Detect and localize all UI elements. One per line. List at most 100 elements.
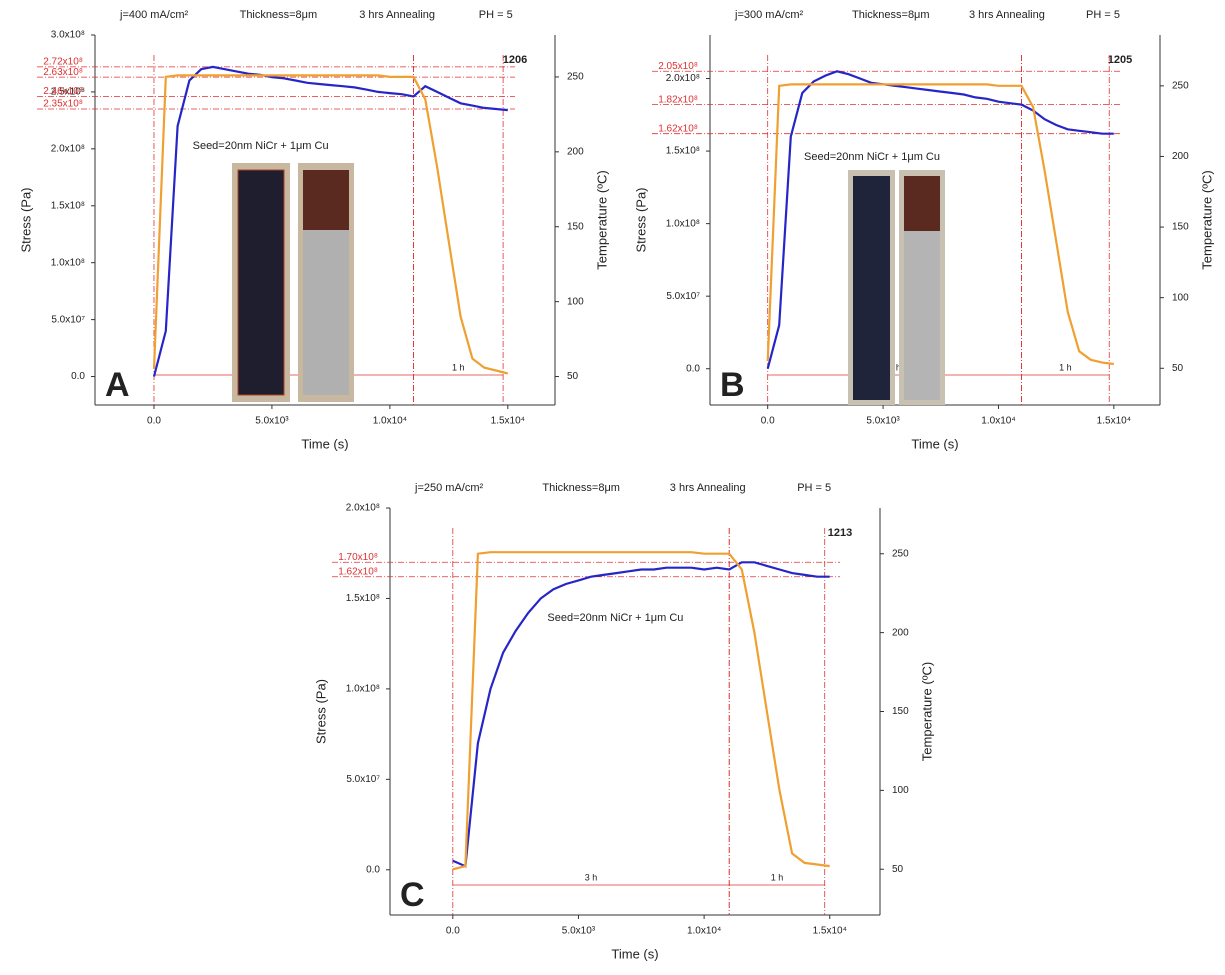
header-text: 3 hrs Annealing bbox=[969, 9, 1045, 21]
y-axis-label: Stress (Pa) bbox=[313, 679, 328, 744]
y-tick-label: 2.0x10⁸ bbox=[346, 503, 380, 514]
photo-sample bbox=[904, 176, 940, 231]
header-text: Thickness=8μm bbox=[542, 482, 620, 494]
chart-panel: j=250 mA/cm² Thickness=8μm 3 hrs Annealing… bbox=[313, 482, 934, 962]
y-tick-label: 2.0x10⁸ bbox=[666, 73, 700, 84]
header-text: 3 hrs Annealing bbox=[359, 9, 435, 21]
series-line bbox=[152, 74, 509, 375]
y2-tick-label: 250 bbox=[892, 548, 909, 559]
y-tick-label: 5.0x10⁷ bbox=[666, 291, 700, 302]
reference-label: 1.82x10⁸ bbox=[658, 94, 698, 105]
series-line bbox=[766, 83, 1114, 366]
sample-id: 1206 bbox=[503, 54, 527, 66]
header-text: PH = 5 bbox=[1086, 9, 1120, 21]
y-tick-label: 2.5x10⁸ bbox=[51, 87, 85, 98]
header-text: PH = 5 bbox=[797, 482, 831, 494]
header-text: j=250 mA/cm² bbox=[414, 482, 483, 494]
reference-label: 2.63x10⁸ bbox=[43, 67, 83, 78]
reference-label: 1.70x10⁸ bbox=[338, 552, 378, 563]
y-tick-label: 0.0 bbox=[686, 363, 700, 374]
y2-axis-label: Temperature (ºC) bbox=[594, 170, 609, 269]
y-tick-label: 0.0 bbox=[71, 371, 85, 382]
y-tick-label: 1.5x10⁸ bbox=[666, 146, 700, 157]
y2-tick-label: 100 bbox=[1172, 292, 1189, 303]
y2-tick-label: 250 bbox=[1172, 80, 1189, 91]
x-axis-label: Time (s) bbox=[611, 946, 658, 961]
interval-label: 1 h bbox=[452, 362, 465, 372]
y-tick-label: 1.0x10⁸ bbox=[51, 257, 85, 268]
photo-sample bbox=[303, 170, 349, 230]
panel-letter: C bbox=[400, 876, 425, 914]
y2-tick-label: 250 bbox=[567, 72, 584, 83]
series-line bbox=[452, 561, 830, 868]
x-tick-label: 1.5x10⁴ bbox=[1097, 416, 1131, 427]
reference-label: 2.72x10⁸ bbox=[43, 57, 83, 68]
y2-axis-label: Temperature (ºC) bbox=[919, 662, 934, 761]
y2-tick-label: 50 bbox=[567, 371, 579, 382]
y2-tick-label: 100 bbox=[892, 785, 909, 796]
y2-tick-label: 50 bbox=[892, 864, 904, 875]
reference-label: 1.62x10⁸ bbox=[658, 123, 698, 134]
y2-tick-label: 200 bbox=[1172, 151, 1189, 162]
interval-label: 3 h bbox=[585, 872, 598, 882]
y-tick-label: 5.0x10⁷ bbox=[51, 314, 85, 325]
photos bbox=[232, 163, 945, 405]
y2-axis-label: Temperature (ºC) bbox=[1199, 170, 1214, 269]
chart-panel: j=400 mA/cm² Thickness=8μm 3 hrs Annealing… bbox=[18, 9, 609, 452]
reference-label: 2.05x10⁸ bbox=[658, 61, 698, 72]
y-tick-label: 1.5x10⁸ bbox=[346, 593, 380, 604]
y2-tick-label: 150 bbox=[1172, 222, 1189, 233]
x-tick-label: 0.0 bbox=[446, 926, 460, 937]
x-tick-label: 0.0 bbox=[761, 416, 775, 427]
x-tick-label: 5.0x10³ bbox=[866, 416, 900, 427]
y2-tick-label: 100 bbox=[567, 296, 584, 307]
reference-label: 2.46x10⁸ bbox=[43, 86, 83, 97]
x-tick-label: 1.0x10⁴ bbox=[981, 416, 1015, 427]
x-tick-label: 1.0x10⁴ bbox=[373, 416, 407, 427]
y-tick-label: 1.0x10⁸ bbox=[346, 684, 380, 695]
x-tick-label: 5.0x10³ bbox=[255, 416, 289, 427]
interval-label: 1 h bbox=[771, 872, 784, 882]
y-tick-label: 0.0 bbox=[366, 864, 380, 875]
y-axis-label: Stress (Pa) bbox=[633, 187, 648, 252]
y-axis-label: Stress (Pa) bbox=[18, 187, 33, 252]
y-tick-label: 1.0x10⁸ bbox=[666, 218, 700, 229]
x-axis-label: Time (s) bbox=[301, 436, 348, 451]
x-tick-label: 1.5x10⁴ bbox=[813, 926, 847, 937]
sample-id: 1213 bbox=[828, 527, 852, 539]
series-line bbox=[766, 70, 1114, 369]
header-text: j=300 mA/cm² bbox=[734, 9, 803, 21]
header-text: Thickness=8μm bbox=[852, 9, 930, 21]
panel-letter: B bbox=[720, 366, 745, 404]
y2-tick-label: 150 bbox=[892, 706, 909, 717]
series-line bbox=[152, 65, 508, 377]
x-tick-label: 5.0x10³ bbox=[562, 926, 596, 937]
header-text: Thickness=8μm bbox=[240, 9, 318, 21]
x-tick-label: 1.5x10⁴ bbox=[491, 416, 525, 427]
interval-label: 1 h bbox=[1059, 362, 1072, 372]
chart-panel: j=300 mA/cm² Thickness=8μm 3 hrs Annealing… bbox=[633, 9, 1214, 452]
x-axis-label: Time (s) bbox=[911, 436, 958, 451]
header-text: 3 hrs Annealing bbox=[670, 482, 746, 494]
header-text: PH = 5 bbox=[479, 9, 513, 21]
photo-sample bbox=[904, 231, 940, 400]
y2-tick-label: 200 bbox=[892, 627, 909, 638]
sample-id: 1205 bbox=[1108, 54, 1132, 66]
y2-tick-label: 150 bbox=[567, 221, 584, 232]
y2-tick-label: 50 bbox=[1172, 363, 1184, 374]
y-tick-label: 5.0x10⁷ bbox=[346, 774, 380, 785]
annotation: Seed=20nm NiCr + 1μm Cu bbox=[193, 140, 329, 152]
y-tick-label: 2.0x10⁸ bbox=[51, 143, 85, 154]
header-text: j=400 mA/cm² bbox=[119, 9, 188, 21]
annotation: Seed=20nm NiCr + 1μm Cu bbox=[547, 612, 683, 624]
series-line bbox=[452, 551, 830, 871]
x-tick-label: 1.0x10⁴ bbox=[687, 926, 721, 937]
y-tick-label: 1.5x10⁸ bbox=[51, 200, 85, 211]
photo-sample bbox=[303, 230, 349, 395]
annotation: Seed=20nm NiCr + 1μm Cu bbox=[804, 151, 940, 163]
y2-tick-label: 200 bbox=[567, 146, 584, 157]
photo-sample bbox=[237, 169, 285, 396]
x-tick-label: 0.0 bbox=[147, 416, 161, 427]
panel-letter: A bbox=[105, 366, 130, 404]
